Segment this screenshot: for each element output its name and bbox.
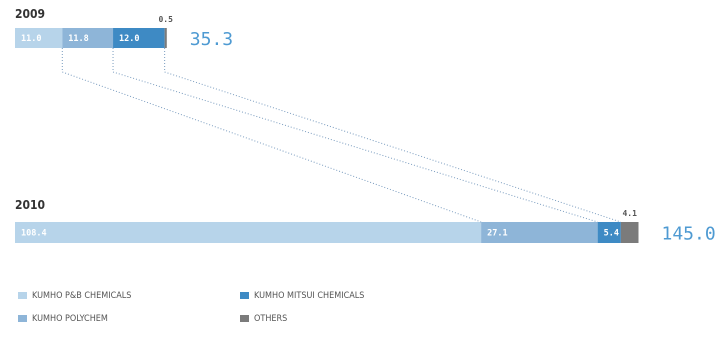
connector-line-0 (62, 71, 482, 223)
legend-label-0: KUMHO P&B CHEMICALS (32, 291, 131, 301)
data-label-2009-1: 11.8 (68, 34, 88, 44)
legend-swatch-0 (18, 292, 27, 299)
legend-label-3: OTHERS (254, 314, 287, 324)
bar-segment-2010-2 (597, 222, 621, 243)
data-label-2010-1: 27.1 (487, 229, 507, 239)
legend-label-1: KUMHO MITSUI CHEMICALS (254, 291, 364, 301)
total-label-2009: 35.3 (190, 29, 233, 50)
bar-segment-2009-2 (113, 28, 165, 48)
legend-label-2: KUMHO POLYCHEM (32, 314, 108, 324)
year-label-2010: 2010 (15, 198, 45, 212)
legend-swatch-1 (240, 292, 249, 299)
connector-line-2 (164, 71, 622, 223)
total-label-2010: 145.0 (662, 224, 716, 245)
bar-segment-2010-0 (15, 222, 482, 243)
bar-segment-2009-0 (15, 28, 63, 48)
year-label-2009: 2009 (15, 7, 45, 21)
bar-segment-2010-3 (620, 222, 639, 243)
bar-segment-2009-1 (62, 28, 114, 48)
connector-line-1 (112, 71, 598, 223)
data-label-2009-3: 0.5 (158, 15, 173, 24)
data-label-2009-2: 12.0 (119, 34, 139, 44)
data-label-2009-0: 11.0 (21, 34, 41, 44)
legend-swatch-2 (18, 315, 27, 322)
legend-swatch-3 (240, 315, 249, 322)
bar-segment-2009-3 (164, 28, 167, 48)
data-label-2010-3: 4.1 (622, 209, 637, 218)
data-label-2010-0: 108.4 (21, 229, 47, 239)
data-label-2010-2: 5.4 (604, 229, 619, 239)
bar-segment-2010-1 (481, 222, 598, 243)
